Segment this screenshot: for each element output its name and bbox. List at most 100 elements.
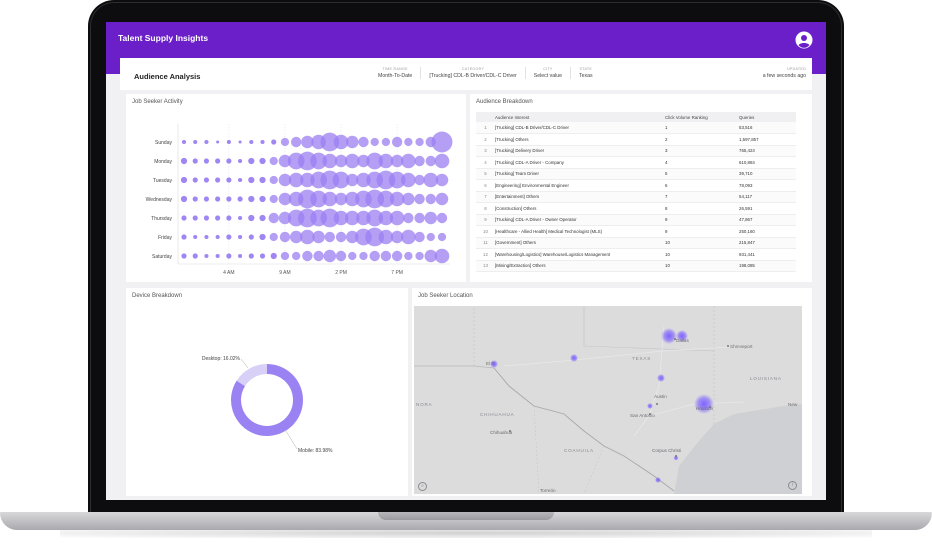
activity-bubble[interactable] (292, 251, 301, 261)
activity-bubble[interactable] (401, 229, 416, 245)
activity-bubble[interactable] (324, 231, 336, 243)
activity-bubble[interactable] (435, 192, 449, 206)
activity-bubble[interactable] (302, 250, 313, 262)
activity-bubble[interactable] (290, 136, 302, 148)
activity-bubble[interactable] (180, 157, 188, 165)
activity-bubble[interactable] (369, 250, 380, 262)
activity-bubble[interactable] (391, 250, 403, 262)
activity-bubble[interactable] (288, 172, 304, 188)
activity-bubble[interactable] (181, 253, 187, 259)
activity-bubble[interactable] (414, 193, 425, 205)
activity-bubble[interactable] (390, 230, 404, 244)
user-account-icon[interactable] (795, 31, 813, 49)
map-search-icon[interactable]: ⌕ (418, 482, 427, 491)
activity-bubble[interactable] (204, 253, 209, 259)
activity-bubble[interactable] (333, 134, 349, 150)
activity-bubble[interactable] (238, 215, 243, 221)
filter-category[interactable]: CATEGORY [Trucking] CDL-B Driver/CDL-C D… (420, 67, 524, 79)
activity-bubble[interactable] (237, 196, 243, 202)
activity-bubble[interactable] (320, 208, 340, 228)
activity-bubble[interactable] (370, 137, 379, 147)
activity-bubble[interactable] (203, 177, 210, 183)
activity-bubble[interactable] (425, 155, 436, 167)
activity-bubble[interactable] (414, 155, 425, 167)
activity-bubble[interactable] (193, 234, 198, 240)
activity-bubble[interactable] (334, 192, 348, 206)
donut-slice-mobile[interactable] (231, 364, 303, 436)
activity-bubble[interactable] (334, 154, 348, 168)
activity-bubble[interactable] (335, 250, 347, 262)
activity-bubble[interactable] (378, 210, 394, 226)
activity-bubble[interactable] (259, 195, 266, 203)
activity-bubble[interactable] (415, 137, 424, 147)
table-row[interactable]: 9 [Trucking] CDL-A Driver - Owner Operato… (476, 214, 796, 226)
activity-bubble[interactable] (215, 215, 221, 221)
activity-bubble[interactable] (181, 215, 187, 221)
activity-bubble[interactable] (203, 215, 210, 221)
activity-bubble[interactable] (378, 229, 394, 245)
activity-bubble[interactable] (238, 253, 243, 259)
table-row[interactable]: 4 [Trucking] CDL-A Driver - Company 4 610,8… (476, 156, 796, 169)
filter-city[interactable]: CITY Select value (524, 67, 570, 79)
activity-bubble[interactable] (322, 191, 338, 207)
activity-bubble[interactable] (415, 251, 424, 261)
activity-bubble[interactable] (226, 215, 232, 221)
activity-bubble[interactable] (278, 192, 292, 206)
activity-bubble[interactable] (404, 137, 413, 147)
activity-bubble[interactable] (366, 209, 384, 227)
table-row[interactable]: 5 [Trucking] Team Driver 5 39,710 (476, 168, 796, 180)
activity-bubble[interactable] (259, 176, 266, 184)
activity-bubble[interactable] (278, 154, 292, 168)
activity-bubble[interactable] (215, 196, 221, 202)
filter-time-range[interactable]: TIME RANGE Month-To-Date (378, 67, 413, 79)
activity-bubble[interactable] (424, 211, 438, 225)
column-header-rank[interactable]: Click Volume Ranking (662, 112, 736, 122)
table-row[interactable]: 13 [Mining/Extraction] Others 10 198,085 (476, 260, 796, 272)
activity-bubble[interactable] (180, 195, 188, 203)
activity-bubble[interactable] (402, 192, 415, 206)
activity-bubble[interactable] (180, 176, 188, 184)
activity-bubble[interactable] (238, 158, 243, 164)
table-row[interactable]: 8 [Construction] Others 8 26,591 (476, 202, 796, 215)
activity-bubble[interactable] (344, 210, 360, 226)
activity-bubble[interactable] (259, 157, 266, 165)
activity-bubble[interactable] (192, 158, 198, 164)
activity-bubble[interactable] (359, 251, 368, 261)
activity-bubble[interactable] (238, 234, 243, 240)
activity-bubble[interactable] (356, 172, 371, 188)
activity-bubble[interactable] (192, 196, 198, 202)
activity-bubble[interactable] (426, 232, 435, 242)
activity-bubble[interactable] (181, 234, 187, 240)
activity-bubble[interactable] (259, 253, 266, 259)
activity-bubble[interactable] (434, 153, 450, 169)
activity-bubble[interactable] (280, 137, 290, 147)
activity-bubble[interactable] (300, 172, 315, 188)
activity-bubble[interactable] (401, 172, 416, 188)
activity-bubble[interactable] (377, 190, 395, 208)
activity-bubble[interactable] (434, 248, 450, 264)
activity-bubble[interactable] (259, 233, 266, 241)
activity-bubble[interactable] (414, 174, 425, 186)
activity-bubble[interactable] (268, 212, 279, 224)
activity-bubble[interactable] (260, 139, 265, 145)
table-row[interactable]: 7 [Entertainment] Others 7 54,117 (476, 191, 796, 203)
activity-bubble[interactable] (248, 157, 255, 165)
activity-bubble[interactable] (344, 191, 360, 207)
table-row[interactable]: 10 [Healthcare - Allied Health] Medical T… (476, 225, 796, 238)
activity-bubble[interactable] (390, 154, 404, 168)
activity-bubble[interactable] (278, 211, 292, 225)
filter-state[interactable]: STATE Texas (570, 67, 601, 79)
activity-bubble[interactable] (216, 140, 220, 144)
activity-bubble[interactable] (226, 196, 232, 202)
activity-bubble[interactable] (279, 231, 291, 243)
activity-bubble[interactable] (204, 234, 209, 240)
activity-bubble[interactable] (435, 173, 449, 187)
activity-bubble[interactable] (357, 154, 370, 168)
activity-bubble[interactable] (365, 227, 385, 247)
column-header-interest[interactable]: Audience Interest (492, 112, 662, 122)
activity-bubble[interactable] (269, 175, 278, 185)
activity-bubble[interactable] (366, 152, 384, 170)
activity-bubble[interactable] (278, 173, 292, 187)
activity-bubble[interactable] (193, 139, 198, 145)
activity-bubble[interactable] (248, 214, 255, 222)
